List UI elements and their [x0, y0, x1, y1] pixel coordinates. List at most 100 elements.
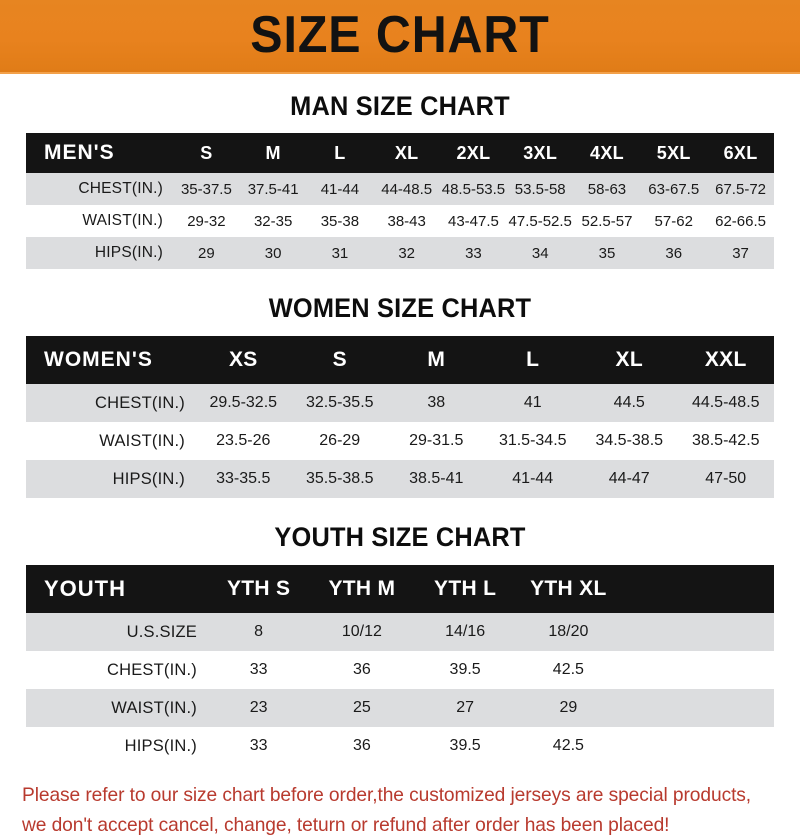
youth-ussize-xl: 18/20 — [516, 613, 620, 651]
women-row-label-chest: CHEST(IN.) — [26, 384, 195, 422]
women-waist-xxl: 38.5-42.5 — [677, 422, 774, 460]
man-table-head: MEN'S S M L XL 2XL 3XL 4XL 5XL 6XL — [26, 133, 774, 173]
women-chest-xs: 29.5-32.5 — [195, 384, 292, 422]
women-hips-s: 35.5-38.5 — [291, 460, 388, 498]
table-row: CHEST(IN.) 29.5-32.5 32.5-35.5 38 41 44.… — [26, 384, 774, 422]
youth-cell-spacer — [620, 727, 774, 765]
man-chest-xl: 44-48.5 — [373, 173, 441, 205]
women-hips-xs: 33-35.5 — [195, 460, 292, 498]
man-col-3xl: 3XL — [506, 133, 574, 173]
table-row: CHEST(IN.) 33 36 39.5 42.5 — [26, 651, 774, 689]
table-row: WAIST(IN.) 23 25 27 29 — [26, 689, 774, 727]
man-hips-xl: 32 — [373, 237, 441, 269]
man-hips-6xl: 37 — [707, 237, 774, 269]
youth-row-label-chest: CHEST(IN.) — [26, 651, 207, 689]
youth-ussize-m: 10/12 — [310, 613, 414, 651]
youth-waist-s: 23 — [207, 689, 311, 727]
women-chest-l: 41 — [484, 384, 581, 422]
man-col-l: L — [306, 133, 374, 173]
women-waist-l: 31.5-34.5 — [484, 422, 581, 460]
women-waist-xl: 34.5-38.5 — [581, 422, 678, 460]
man-chest-5xl: 63-67.5 — [640, 173, 708, 205]
youth-cell-spacer — [620, 651, 774, 689]
man-section-title: MAN SIZE CHART — [290, 91, 510, 121]
man-waist-xl: 38-43 — [373, 205, 441, 237]
women-hips-l: 41-44 — [484, 460, 581, 498]
man-chest-4xl: 58-63 — [573, 173, 641, 205]
women-col-xs: XS — [195, 336, 292, 384]
man-waist-5xl: 57-62 — [640, 205, 708, 237]
youth-waist-xl: 29 — [516, 689, 620, 727]
youth-row-label-hips: HIPS(IN.) — [26, 727, 207, 765]
man-row-label-chest: CHEST(IN.) — [26, 173, 173, 205]
man-col-2xl: 2XL — [440, 133, 507, 173]
man-size-table: MEN'S S M L XL 2XL 3XL 4XL 5XL 6XL CHEST… — [26, 133, 774, 269]
youth-chest-m: 36 — [310, 651, 414, 689]
table-row: CHEST(IN.) 35-37.5 37.5-41 41-44 44-48.5… — [26, 173, 774, 205]
women-col-m: M — [388, 336, 485, 384]
women-section-title: WOMEN SIZE CHART — [268, 293, 532, 323]
man-hips-2xl: 33 — [440, 237, 507, 269]
disclaimer-line-1: Please refer to our size chart before or… — [22, 784, 752, 806]
man-row-label-waist: WAIST(IN.) — [26, 205, 173, 237]
youth-cell-spacer — [620, 613, 774, 651]
youth-hips-l: 39.5 — [413, 727, 517, 765]
man-row-label-hips: HIPS(IN.) — [26, 237, 173, 269]
youth-size-table: YOUTH YTH S YTH M YTH L YTH XL U.S.SIZE … — [26, 565, 774, 765]
man-waist-3xl: 47.5-52.5 — [506, 205, 574, 237]
youth-row-label-ussize: U.S.SIZE — [26, 613, 207, 651]
youth-col-s: YTH S — [207, 565, 311, 613]
man-hips-5xl: 36 — [640, 237, 708, 269]
women-row-label-waist: WAIST(IN.) — [26, 422, 195, 460]
women-hips-xl: 44-47 — [581, 460, 678, 498]
man-waist-4xl: 52.5-57 — [573, 205, 641, 237]
man-chest-l: 41-44 — [306, 173, 374, 205]
women-chest-s: 32.5-35.5 — [291, 384, 388, 422]
women-table-head: WOMEN'S XS S M L XL XXL — [26, 336, 774, 384]
table-row: WAIST(IN.) 29-32 32-35 35-38 38-43 43-47… — [26, 205, 774, 237]
man-col-5xl: 5XL — [640, 133, 708, 173]
man-waist-s: 29-32 — [173, 205, 240, 237]
youth-waist-l: 27 — [413, 689, 517, 727]
youth-hips-m: 36 — [310, 727, 414, 765]
order-disclaimer: Please refer to our size chart before or… — [22, 781, 767, 840]
table-header-row: MEN'S S M L XL 2XL 3XL 4XL 5XL 6XL — [26, 133, 774, 173]
man-waist-2xl: 43-47.5 — [440, 205, 507, 237]
man-table-body: CHEST(IN.) 35-37.5 37.5-41 41-44 44-48.5… — [26, 173, 774, 269]
youth-col-l: YTH L — [413, 565, 517, 613]
women-col-l: L — [484, 336, 581, 384]
youth-ussize-s: 8 — [207, 613, 311, 651]
women-col-xl: XL — [581, 336, 678, 384]
table-row: HIPS(IN.) 33 36 39.5 42.5 — [26, 727, 774, 765]
women-col-xxl: XXL — [677, 336, 774, 384]
man-waist-6xl: 62-66.5 — [707, 205, 774, 237]
youth-table-body: U.S.SIZE 8 10/12 14/16 18/20 CHEST(IN.) … — [26, 613, 774, 765]
youth-cell-spacer — [620, 689, 774, 727]
youth-row-label-waist: WAIST(IN.) — [26, 689, 207, 727]
man-chest-s: 35-37.5 — [173, 173, 240, 205]
women-table-wrap: WOMEN'S XS S M L XL XXL CHEST(IN.) 29.5-… — [26, 336, 774, 498]
youth-chest-l: 39.5 — [413, 651, 517, 689]
youth-corner-label: YOUTH — [26, 565, 207, 613]
youth-col-xl: YTH XL — [516, 565, 620, 613]
youth-chest-s: 33 — [207, 651, 311, 689]
table-row: HIPS(IN.) 29 30 31 32 33 34 35 36 37 — [26, 237, 774, 269]
man-hips-l: 31 — [306, 237, 374, 269]
page-banner: SIZE CHART — [0, 0, 800, 74]
man-col-6xl: 6XL — [707, 133, 774, 173]
youth-waist-m: 25 — [310, 689, 414, 727]
women-hips-xxl: 47-50 — [677, 460, 774, 498]
women-table-body: CHEST(IN.) 29.5-32.5 32.5-35.5 38 41 44.… — [26, 384, 774, 498]
women-chest-m: 38 — [388, 384, 485, 422]
man-waist-l: 35-38 — [306, 205, 374, 237]
youth-col-spacer — [620, 565, 774, 613]
youth-hips-s: 33 — [207, 727, 311, 765]
youth-hips-xl: 42.5 — [516, 727, 620, 765]
man-col-4xl: 4XL — [573, 133, 641, 173]
man-col-m: M — [239, 133, 307, 173]
man-col-xl: XL — [373, 133, 441, 173]
table-row: U.S.SIZE 8 10/12 14/16 18/20 — [26, 613, 774, 651]
youth-col-m: YTH M — [310, 565, 414, 613]
women-waist-s: 26-29 — [291, 422, 388, 460]
man-chest-2xl: 48.5-53.5 — [440, 173, 507, 205]
